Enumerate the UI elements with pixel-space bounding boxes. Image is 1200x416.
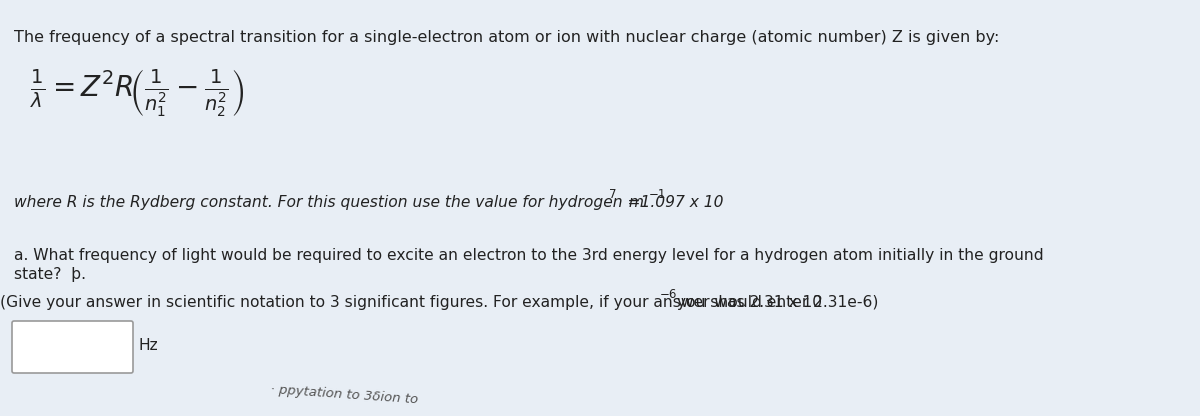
Text: you should enter 2.31e-6): you should enter 2.31e-6) (672, 295, 878, 310)
FancyBboxPatch shape (12, 321, 133, 373)
Text: where R is the Rydberg constant. For this question use the value for hydrogen =1: where R is the Rydberg constant. For thi… (14, 195, 724, 210)
Text: $\frac{1}{\lambda} = Z^2 R\!\left(\frac{1}{n_1^2}-\frac{1}{n_2^2}\right)$: $\frac{1}{\lambda} = Z^2 R\!\left(\frac{… (30, 68, 245, 119)
Text: −6: −6 (660, 288, 677, 301)
Text: state?  þ.: state? þ. (14, 267, 86, 282)
Text: 7: 7 (610, 188, 617, 201)
Text: The frequency of a spectral transition for a single-electron atom or ion with nu: The frequency of a spectral transition f… (14, 30, 1000, 45)
Text: a. What frequency of light would be required to excite an electron to the 3rd en: a. What frequency of light would be requ… (14, 248, 1044, 263)
Text: −1: −1 (649, 188, 666, 201)
Text: Hz: Hz (139, 337, 158, 352)
Text: (Give your answer in scientific notation to 3 significant figures. For example, : (Give your answer in scientific notation… (0, 295, 822, 310)
Text: · pруtation to 3ẟion to: · pруtation to 3ẟion to (270, 383, 419, 406)
Text: m: m (624, 195, 644, 210)
